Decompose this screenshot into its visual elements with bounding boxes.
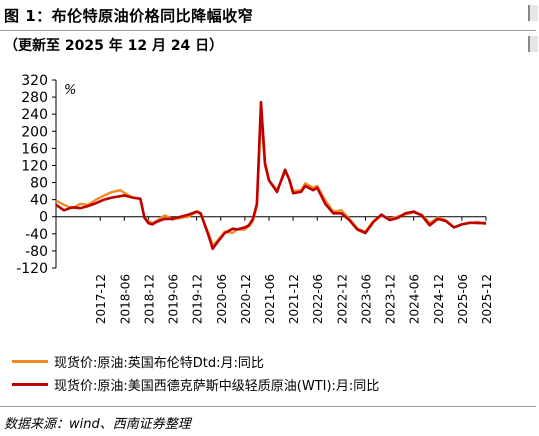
sidebar-marker bbox=[528, 5, 538, 21]
x-tick-label: 2018-12 bbox=[142, 274, 156, 324]
x-tick-label: 2021-06 bbox=[263, 274, 277, 324]
x-tick-label: 2020-12 bbox=[239, 274, 253, 324]
x-tick-label: 2021-12 bbox=[287, 274, 301, 324]
x-tick-label: 2019-06 bbox=[167, 274, 181, 324]
y-tick-label: 40 bbox=[30, 193, 48, 209]
y-unit-label: % bbox=[64, 83, 76, 98]
y-tick-label: 0 bbox=[39, 210, 48, 226]
y-tick-label: -40 bbox=[25, 227, 48, 243]
x-tick-label: 2020-06 bbox=[215, 274, 229, 324]
y-tick-label: 200 bbox=[21, 124, 48, 140]
x-tick-label: 2023-06 bbox=[359, 274, 373, 324]
y-tick-label: 120 bbox=[21, 158, 48, 174]
y-tick-label: 80 bbox=[30, 176, 48, 192]
legend-item-wti: 现货价:原油:美国西德克萨斯中级轻质原油(WTI):月:同比 bbox=[12, 375, 379, 394]
x-tick-label: 2022-12 bbox=[335, 274, 349, 324]
x-tick-label: 2024-12 bbox=[432, 274, 446, 324]
source-note: 数据来源：wind、西南证券整理 bbox=[4, 417, 191, 432]
x-tick-label: 2018-06 bbox=[118, 274, 132, 324]
y-tick-label: 160 bbox=[21, 141, 48, 157]
x-tick-label: 2023-12 bbox=[384, 274, 398, 324]
x-tick-label: 2017-12 bbox=[94, 274, 108, 324]
sidebar-marker-2 bbox=[528, 36, 538, 52]
series-line-brent bbox=[55, 113, 487, 247]
y-tick-label: 240 bbox=[21, 107, 48, 123]
legend-swatch-wti bbox=[12, 383, 48, 386]
legend-swatch-brent bbox=[12, 360, 48, 363]
legend-item-brent: 现货价:原油:英国布伦特Dtd:月:同比 bbox=[12, 352, 264, 371]
series-line-wti bbox=[55, 100, 486, 251]
title-divider bbox=[0, 30, 536, 31]
chart-subtitle: （更新至 2025 年 12 月 24 日） bbox=[4, 38, 224, 54]
x-tick-label: 2019-12 bbox=[191, 274, 205, 324]
y-tick-label: -120 bbox=[16, 261, 48, 277]
x-tick-label: 2024-06 bbox=[408, 274, 422, 324]
x-tick-label: 2022-06 bbox=[311, 274, 325, 324]
y-tick-label: 280 bbox=[21, 90, 48, 106]
legend-label-brent: 现货价:原油:英国布伦特Dtd:月:同比 bbox=[54, 356, 264, 371]
legend-label-wti: 现货价:原油:美国西德克萨斯中级轻质原油(WTI):月:同比 bbox=[54, 379, 380, 394]
y-tick-label: -80 bbox=[25, 244, 48, 260]
footer-divider bbox=[0, 406, 536, 407]
y-tick-label: 320 bbox=[21, 73, 48, 89]
chart-title: 图 1：布伦特原油价格同比降幅收窄 bbox=[4, 7, 254, 25]
x-tick-label: 2025-12 bbox=[480, 274, 494, 324]
x-tick-label: 2025-06 bbox=[456, 274, 470, 324]
